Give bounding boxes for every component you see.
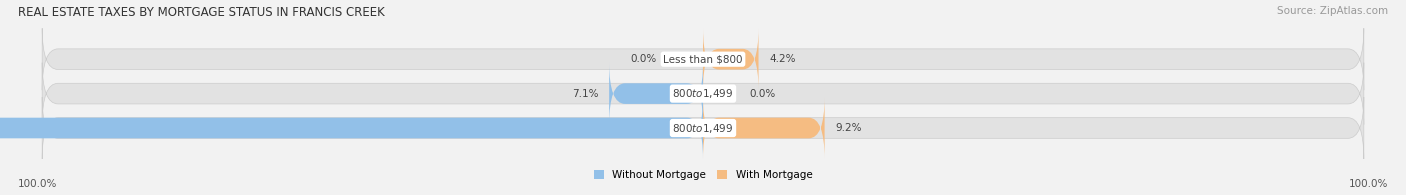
Text: $800 to $1,499: $800 to $1,499	[672, 87, 734, 100]
Text: 7.1%: 7.1%	[572, 89, 599, 99]
Text: 100.0%: 100.0%	[18, 179, 58, 189]
FancyBboxPatch shape	[42, 97, 1364, 159]
Text: $800 to $1,499: $800 to $1,499	[672, 121, 734, 135]
FancyBboxPatch shape	[42, 63, 1364, 125]
Text: Source: ZipAtlas.com: Source: ZipAtlas.com	[1277, 6, 1388, 16]
Text: 100.0%: 100.0%	[1348, 179, 1388, 189]
FancyBboxPatch shape	[42, 28, 1364, 90]
Text: 0.0%: 0.0%	[630, 54, 657, 64]
Legend: Without Mortgage, With Mortgage: Without Mortgage, With Mortgage	[589, 166, 817, 184]
Text: 4.2%: 4.2%	[769, 54, 796, 64]
Text: REAL ESTATE TAXES BY MORTGAGE STATUS IN FRANCIS CREEK: REAL ESTATE TAXES BY MORTGAGE STATUS IN …	[18, 6, 385, 19]
Text: 0.0%: 0.0%	[749, 89, 776, 99]
Text: 9.2%: 9.2%	[835, 123, 862, 133]
FancyBboxPatch shape	[0, 97, 703, 159]
FancyBboxPatch shape	[703, 97, 824, 159]
FancyBboxPatch shape	[609, 63, 703, 125]
FancyBboxPatch shape	[703, 28, 758, 90]
Text: Less than $800: Less than $800	[664, 54, 742, 64]
